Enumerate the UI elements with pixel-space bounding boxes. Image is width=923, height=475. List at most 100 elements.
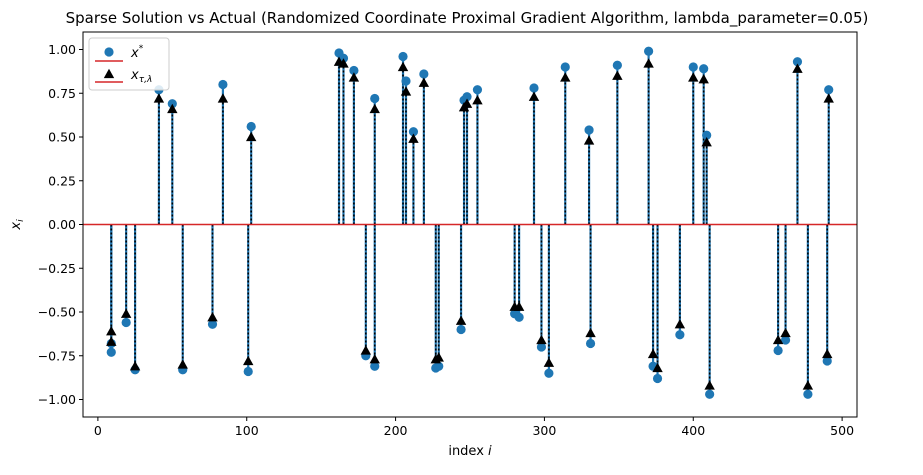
x-tick-label: 200 xyxy=(384,423,408,438)
actual-point xyxy=(246,121,256,132)
y-tick-label: 0.25 xyxy=(48,173,76,188)
actual-point xyxy=(514,312,524,322)
estimate-point xyxy=(129,361,141,371)
estimate-point xyxy=(217,93,229,103)
x-tick-label: 100 xyxy=(235,423,259,438)
actual-point xyxy=(408,127,419,137)
actual-point xyxy=(472,85,483,95)
x-tick-label: 0 xyxy=(94,423,102,438)
y-tick-label: 1.00 xyxy=(48,42,76,57)
estimate-point xyxy=(560,72,571,82)
y-tick-label: 0.00 xyxy=(48,217,76,232)
estimate-point xyxy=(153,93,165,103)
estimate-point xyxy=(167,103,178,114)
estimate-point xyxy=(583,135,595,145)
actual-point xyxy=(207,319,218,329)
actual-point xyxy=(560,62,570,72)
estimate-point xyxy=(348,72,360,82)
estimate-point xyxy=(688,72,699,82)
actual-point xyxy=(544,368,554,378)
estimate-point xyxy=(106,336,117,346)
actual-point xyxy=(644,46,654,56)
estimate-point xyxy=(701,137,712,147)
actual-point xyxy=(824,85,834,95)
x-tick-label: 400 xyxy=(681,423,705,438)
actual-point xyxy=(529,83,539,93)
estimate-point xyxy=(369,354,380,364)
estimate-point xyxy=(408,133,419,143)
y-tick-label: 0.50 xyxy=(48,130,76,145)
actual-point xyxy=(434,361,444,371)
actual-point xyxy=(585,338,596,349)
estimate-point xyxy=(585,327,596,338)
y-tick-label: 0.75 xyxy=(48,86,76,101)
estimate-point xyxy=(698,74,709,84)
estimate-point xyxy=(433,352,444,362)
actual-point xyxy=(773,345,783,356)
actual-point xyxy=(401,76,411,86)
estimate-point xyxy=(455,315,467,325)
estimate-point xyxy=(207,312,218,322)
estimate-point xyxy=(120,308,132,318)
y-tick-label: −0.75 xyxy=(38,348,76,363)
y-tick-label: −0.25 xyxy=(38,261,76,276)
estimate-point xyxy=(652,362,663,373)
actual-point xyxy=(702,130,712,140)
estimate-point xyxy=(397,61,409,72)
actual-point xyxy=(612,60,622,70)
estimate-point xyxy=(543,357,555,367)
actual-point xyxy=(370,361,380,371)
actual-point xyxy=(675,330,685,340)
estimate-point xyxy=(472,95,483,105)
estimate-point xyxy=(245,131,257,142)
y-tick-label: −1.00 xyxy=(38,392,76,407)
actual-point xyxy=(121,317,131,328)
actual-point xyxy=(218,79,228,90)
estimate-point xyxy=(243,355,254,366)
chart-title: Sparse Solution vs Actual (Randomized Co… xyxy=(66,9,869,28)
actual-point xyxy=(370,93,380,104)
estimate-point xyxy=(674,319,686,329)
estimate-point xyxy=(338,58,349,68)
estimate-point xyxy=(647,348,659,359)
estimate-point xyxy=(780,327,791,338)
stems-layer xyxy=(110,51,830,395)
actual-point xyxy=(688,62,698,72)
estimate-point xyxy=(461,98,473,108)
legend-label-actual: x* xyxy=(130,44,144,61)
estimate-point xyxy=(612,70,623,80)
estimate-point xyxy=(704,380,715,390)
actual-point xyxy=(699,64,709,74)
markers-layer xyxy=(106,46,834,399)
actual-point xyxy=(462,92,472,102)
x-tick-label: 500 xyxy=(830,423,854,438)
legend-marker-actual xyxy=(104,47,114,57)
estimate-point xyxy=(772,334,784,345)
estimate-point xyxy=(177,359,188,369)
estimate-point xyxy=(106,326,117,336)
actual-point xyxy=(106,347,116,357)
actual-point xyxy=(398,51,408,62)
legend-marker-estimate xyxy=(103,68,115,79)
estimate-point xyxy=(822,348,833,359)
estimate-point xyxy=(792,63,803,73)
x-axis-label: index i xyxy=(448,444,492,459)
estimate-point xyxy=(643,58,654,68)
actual-point xyxy=(167,99,177,109)
estimate-point xyxy=(536,334,547,345)
estimate-point xyxy=(802,380,814,390)
estimate-point xyxy=(369,103,380,114)
actual-point xyxy=(584,125,594,135)
estimate-point xyxy=(360,345,372,355)
x-tick-label: 300 xyxy=(532,423,556,438)
actual-point xyxy=(803,389,813,399)
estimate-point xyxy=(400,86,412,96)
actual-point xyxy=(243,366,253,377)
actual-point xyxy=(822,356,832,366)
actual-point xyxy=(349,65,359,76)
ticks-layer: 0 100 200 300 400 500 −1.00 −0.75 −0.50 −0.25 0.00… xyxy=(38,42,854,438)
estimate-point xyxy=(513,301,525,311)
y-tick-label: −0.50 xyxy=(38,305,76,320)
